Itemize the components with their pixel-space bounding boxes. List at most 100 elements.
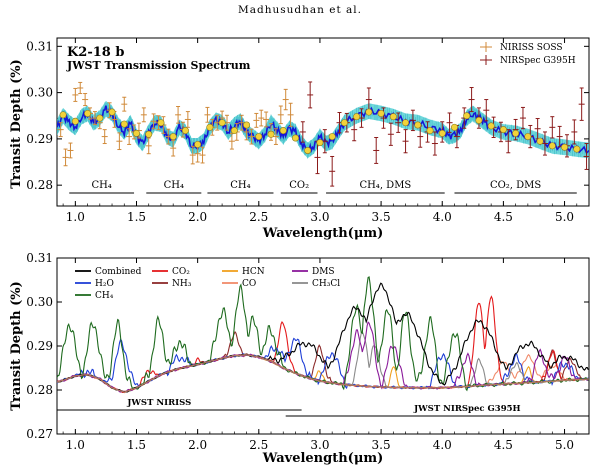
model-median-line: [57, 105, 589, 155]
panel-title: K2-18 b: [67, 45, 124, 60]
binned-point: [218, 119, 226, 127]
binned-point: [291, 134, 299, 142]
binned-point: [132, 129, 140, 137]
instrument-range-label: JWST NIRISS: [126, 398, 191, 408]
x-tick-label-bottom: 2.0: [188, 438, 207, 452]
x-tick-label-bottom: 1.0: [66, 438, 85, 452]
binned-point: [475, 116, 483, 124]
binned-point: [304, 146, 312, 154]
x-tick-label-bottom: 2.5: [249, 438, 268, 452]
x-tick-label-bottom: 3.5: [372, 438, 391, 452]
legend-label: NIRSpec G395H: [500, 56, 576, 66]
x-tick-label-top: 1.0: [66, 210, 85, 224]
y-axis-label-top: Transit Depth (%): [9, 59, 24, 189]
binned-point: [328, 133, 336, 141]
binned-point: [230, 127, 238, 135]
x-tick-label-bottom: 1.5: [127, 438, 146, 452]
binned-point: [487, 122, 495, 130]
x-tick-label-bottom: 4.0: [433, 438, 452, 452]
x-tick-label-top: 3.5: [372, 210, 391, 224]
binned-point: [573, 145, 581, 153]
legend-top: NIRISS SOSS NIRSpec G395H: [480, 42, 576, 66]
x-tick-label-top: 3.0: [310, 210, 329, 224]
binned-point: [548, 142, 556, 150]
binned-point: [402, 119, 410, 127]
panel-subtitle: JWST Transmission Spectrum: [66, 59, 251, 72]
binned-point: [255, 133, 263, 141]
transmission-spectrum-panel: CH₄ CH₄ CH₄ CO₂ CH₄, DMS CO₂, DMS 1.0 1.5 2.0 2.…: [9, 37, 590, 241]
instrument-range-label: JWST NIRSpec G395H: [413, 404, 520, 414]
molecule-band-label: CO₂: [289, 180, 309, 191]
binned-point: [157, 119, 165, 127]
binned-point: [561, 143, 569, 151]
page-header: Madhusudhan et al.: [238, 4, 362, 16]
binned-point: [96, 114, 104, 122]
binned-point: [71, 117, 79, 125]
y-tick-label-top: 0.29: [26, 132, 53, 146]
binned-point: [243, 121, 251, 129]
legend-bottom: Combined H₂O CH₄ CO₂ NH₃ HCN CO DMS CH₃Cl: [75, 267, 340, 301]
molecule-band-label: CH₄: [230, 180, 250, 191]
binned-point: [108, 108, 116, 116]
binned-point: [499, 126, 507, 134]
molecule-band-label: CH₄: [164, 180, 184, 191]
x-tick-label-top: 2.5: [249, 210, 268, 224]
binned-point: [120, 120, 128, 128]
legend-label: H₂O: [95, 279, 114, 289]
legend-label: NIRISS SOSS: [500, 43, 563, 53]
x-tick-label-top: 4.5: [494, 210, 513, 224]
x-tick-label-top: 2.0: [188, 210, 207, 224]
x-tick-label-bottom: 5.0: [555, 438, 574, 452]
binned-point: [206, 123, 214, 131]
binned-point: [84, 109, 92, 117]
x-tick-label-top: 1.5: [127, 210, 146, 224]
legend-label: HCN: [242, 267, 265, 277]
legend-label: CO₂: [172, 267, 190, 277]
binned-point: [438, 129, 446, 137]
binned-point: [377, 109, 385, 117]
y-tick-label-top: 0.30: [26, 86, 53, 100]
binned-point: [267, 130, 275, 138]
molecular-contributions-panel: JWST NIRISS JWST NIRSpec G395H 1.0 1.5 2.0 2…: [9, 251, 590, 466]
x-tick-label-bottom: 3.0: [310, 438, 329, 452]
x-tick-label-top: 5.0: [555, 210, 574, 224]
y-tick-label-bottom: 0.27: [26, 427, 53, 441]
legend-label: DMS: [312, 267, 335, 277]
legend-label: CO: [242, 279, 256, 289]
y-tick-label-bottom: 0.30: [26, 295, 53, 309]
y-tick-label-bottom: 0.28: [26, 383, 53, 397]
binned-point: [181, 127, 189, 135]
binned-point: [340, 119, 348, 127]
binned-point: [194, 140, 202, 148]
binned-point: [426, 127, 434, 135]
y-tick-label-bottom: 0.31: [26, 251, 53, 265]
binned-point: [353, 113, 361, 121]
binned-point: [279, 127, 287, 135]
binned-point: [524, 133, 532, 141]
x-tick-label-top: 4.0: [433, 210, 452, 224]
molecule-band-label: CH₄: [91, 180, 111, 191]
molecule-band-label: CO₂, DMS: [490, 180, 541, 191]
legend-label: CH₃Cl: [312, 279, 340, 289]
plot-frame-bottom: [56, 257, 590, 435]
binned-point: [414, 121, 422, 129]
binned-point: [450, 123, 458, 131]
binned-point: [389, 113, 397, 121]
x-axis-label-bottom: Wavelength(μm): [262, 451, 384, 466]
legend-label: Combined: [95, 267, 142, 277]
continuum-line: [57, 354, 589, 393]
y-tick-label-top: 0.28: [26, 178, 53, 192]
y-tick-label-top: 0.31: [26, 39, 53, 53]
binned-point: [365, 108, 373, 116]
binned-point: [145, 130, 153, 138]
molecule-band-label: CH₄, DMS: [359, 180, 411, 191]
legend-label: CH₄: [95, 291, 114, 301]
y-axis-label-bottom: Transit Depth (%): [9, 281, 24, 411]
binned-point: [316, 139, 324, 147]
binned-point: [169, 133, 177, 141]
x-tick-label-bottom: 4.5: [494, 438, 513, 452]
binned-point: [59, 111, 67, 119]
x-axis-label-top: Wavelength(μm): [262, 226, 384, 241]
legend-label: NH₃: [172, 279, 192, 289]
